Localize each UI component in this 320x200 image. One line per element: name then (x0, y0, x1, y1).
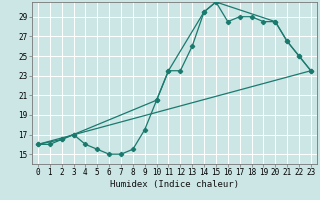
X-axis label: Humidex (Indice chaleur): Humidex (Indice chaleur) (110, 180, 239, 189)
